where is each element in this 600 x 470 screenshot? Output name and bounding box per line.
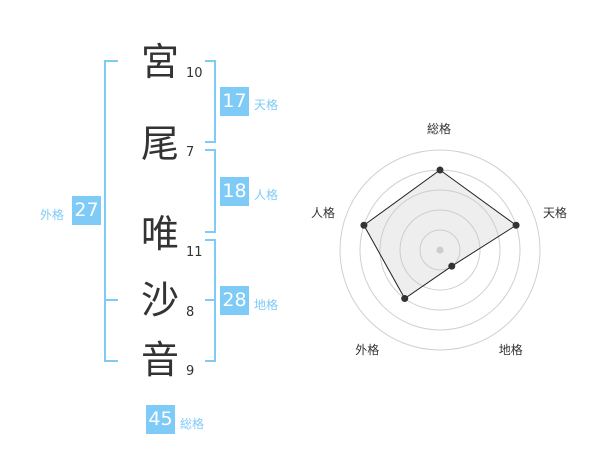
gaikaku-bracket — [104, 60, 118, 362]
radar-ring — [339, 149, 541, 351]
radar-point — [512, 221, 520, 229]
jinkaku-bracket — [205, 149, 216, 233]
radar-axis-label: 人格 — [310, 206, 335, 221]
soukaku-value: 45 — [146, 405, 175, 434]
stroke-count: 10 — [186, 66, 203, 81]
chikaku-label: 地格 — [254, 298, 279, 312]
radar-axis-label: 外格 — [355, 342, 380, 357]
soukaku-label: 総格 — [180, 417, 205, 431]
radar-ring — [419, 229, 461, 271]
radar-point — [448, 262, 456, 270]
stroke-count: 9 — [186, 364, 195, 379]
stroke-count: 8 — [186, 305, 195, 320]
name-char: 沙 — [140, 278, 179, 322]
radar-axis-label: 地格 — [498, 342, 523, 357]
radar-point — [360, 221, 368, 229]
chikaku-bracket — [205, 239, 216, 362]
name-char: 唯 — [140, 212, 179, 256]
chikaku-value: 28 — [220, 286, 249, 315]
stroke-count: 11 — [186, 245, 203, 260]
chikaku-bracket-tick — [205, 299, 214, 301]
name-char: 尾 — [140, 122, 179, 166]
radar-axis-label: 天格 — [543, 206, 568, 221]
name-char: 音 — [140, 338, 179, 382]
radar-axis-label: 総格 — [427, 122, 452, 136]
jinkaku-value: 18 — [220, 177, 249, 206]
stroke-count: 7 — [186, 145, 195, 160]
gaikaku-bracket-tick — [104, 299, 118, 301]
tenkaku-bracket — [205, 60, 216, 143]
radar-ring — [399, 209, 481, 291]
gaikaku-label: 外格 — [40, 208, 65, 222]
radar-ring — [379, 189, 501, 311]
tenkaku-label: 天格 — [254, 98, 279, 112]
radar-center-dot — [436, 246, 444, 254]
radar-polygon — [363, 169, 517, 300]
radar-point — [436, 166, 444, 174]
radar-point — [401, 295, 409, 303]
jinkaku-label: 人格 — [254, 188, 279, 202]
tenkaku-value: 17 — [220, 87, 249, 116]
gaikaku-value: 27 — [72, 196, 101, 225]
name-char: 宮 — [140, 40, 179, 84]
